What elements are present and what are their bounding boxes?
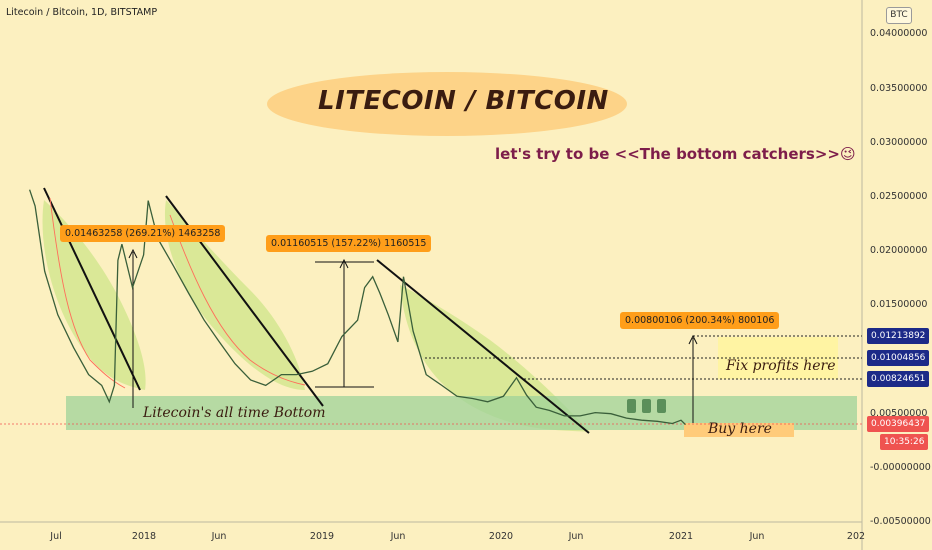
- x-tick-jul: Jul: [50, 531, 62, 542]
- y-tick-5: 0.02000000: [870, 245, 928, 256]
- x-tick-jun-2020: Jun: [568, 531, 584, 542]
- countdown-tag: 10:35:26: [880, 434, 929, 450]
- x-tick-2020: 2020: [488, 531, 514, 542]
- y-tick-3: 0.03000000: [870, 137, 928, 148]
- price-series-line: [28, 189, 686, 426]
- chart-header: Litecoin / Bitcoin, 1D, BITSTAMP: [6, 7, 158, 18]
- price-tag-target-3: 0.00824651: [867, 371, 930, 387]
- x-tick-2019: 2019: [309, 531, 335, 542]
- y-tick-9: -0.00500000: [870, 516, 931, 527]
- x-tick-jun-2021: Jun: [749, 531, 765, 542]
- x-tick-2022: 202: [846, 531, 866, 542]
- wavy-sketch: [49, 197, 306, 389]
- sketch-2: [169, 214, 306, 386]
- x-tick-2021: 2021: [668, 531, 694, 542]
- sketch-1: [49, 197, 126, 389]
- annotation-fix-profits: Fix profits here: [726, 358, 836, 374]
- y-tick-6: 0.01500000: [870, 299, 928, 310]
- y-tick-1: 0.04000000: [870, 28, 928, 39]
- x-tick-jun-2018: Jun: [211, 531, 227, 542]
- price-tag-last: 0.00396437: [867, 416, 930, 432]
- measure-label-3: 0.00800106 (200.34%) 800106: [620, 312, 780, 329]
- measure-arrows: [128, 248, 698, 423]
- chart-title: LITECOIN / BITCOIN: [318, 86, 609, 116]
- arc-2: [164, 200, 305, 390]
- measure-arrowhead-2: [339, 258, 349, 269]
- x-tick-jun-2019: Jun: [390, 531, 406, 542]
- measure-label-2: 0.01160515 (157.22%) 1160515: [266, 235, 432, 252]
- buy-zone: [684, 423, 794, 437]
- price-tag-target-2: 0.01004856: [867, 350, 930, 366]
- annotation-bottom: Litecoin's all time Bottom: [143, 405, 326, 421]
- y-tick-7: 0.00500000: [870, 408, 928, 419]
- annotation-buy: Buy here: [708, 421, 772, 437]
- measure-arrowhead-3: [688, 334, 698, 345]
- price-tag-target-1: 0.01213892: [867, 328, 930, 344]
- title-ellipse: [267, 72, 627, 136]
- bottle-icons: [627, 399, 666, 413]
- measure-label-1: 0.01463258 (269.21%) 1463258: [60, 225, 226, 242]
- x-tick-2018: 2018: [131, 531, 157, 542]
- bottle-icon-2: [642, 399, 651, 413]
- y-tick-8: -0.00000000: [870, 462, 931, 473]
- bottle-icon-3: [657, 399, 666, 413]
- trendline-3: [376, 259, 590, 434]
- y-tick-2: 0.03500000: [870, 83, 928, 94]
- measure-arrowhead-1: [128, 248, 138, 259]
- trendline-1: [43, 187, 141, 391]
- bottle-icon-1: [627, 399, 636, 413]
- chart-subtitle: let's try to be <<The bottom catchers>>😉: [495, 145, 856, 163]
- y-tick-4: 0.02500000: [870, 191, 928, 202]
- currency-button[interactable]: BTC: [886, 7, 912, 24]
